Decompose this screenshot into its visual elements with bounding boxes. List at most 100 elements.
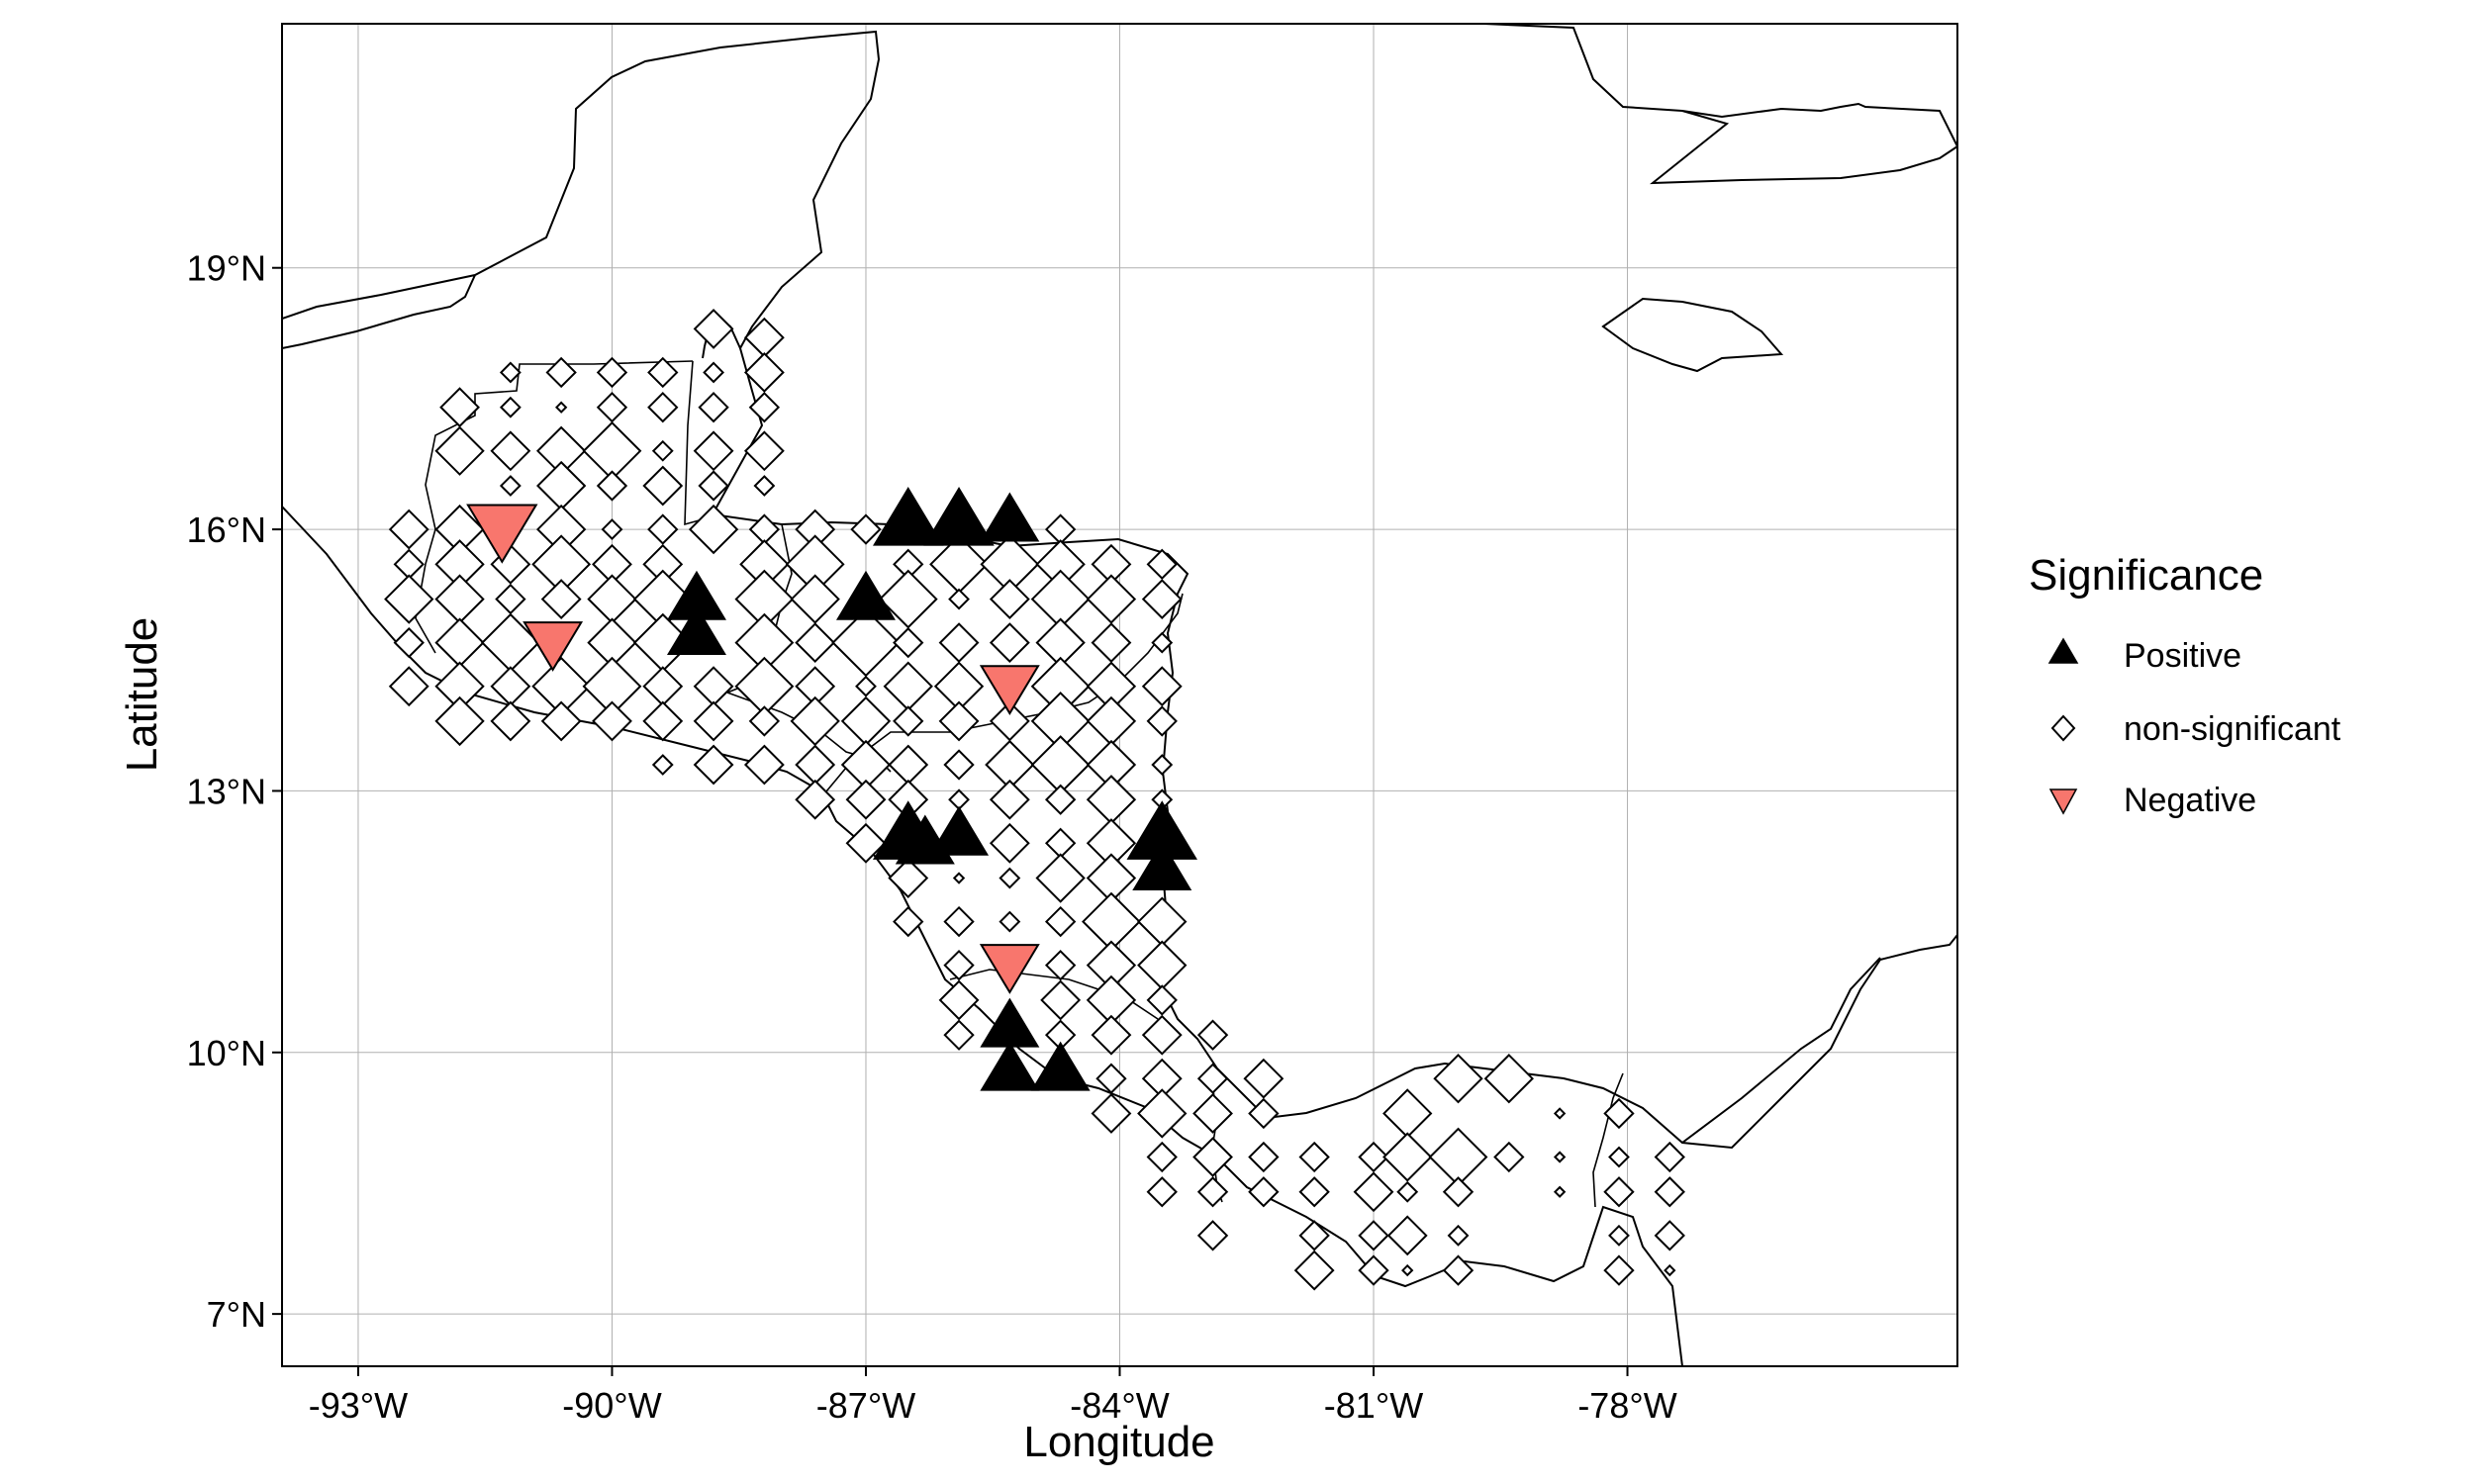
y-tick-label: 19°N <box>187 248 266 289</box>
marker-non-significant <box>1382 1132 1433 1182</box>
marker-non-significant <box>1196 1019 1229 1051</box>
marker-non-significant <box>893 905 924 938</box>
marker-non-significant <box>1353 1171 1394 1213</box>
marker-non-significant <box>952 872 966 884</box>
marker-non-significant <box>1442 1176 1475 1208</box>
marker-non-significant <box>743 352 785 393</box>
marker-non-significant <box>540 579 582 619</box>
marker-non-significant <box>1433 1054 1483 1104</box>
y-tick-label: 16°N <box>187 510 266 550</box>
marker-non-significant <box>1095 1063 1127 1094</box>
legend-label-ns: non-significant <box>2124 710 2341 748</box>
marker-non-significant <box>693 744 734 786</box>
legend-label-positive: Positive <box>2124 637 2241 675</box>
marker-non-significant <box>1603 1176 1635 1208</box>
marker-positive <box>1132 840 1192 890</box>
marker-non-significant <box>1396 1180 1419 1203</box>
marker-non-significant <box>1298 1176 1330 1208</box>
marker-non-significant <box>1603 1097 1635 1130</box>
marker-non-significant <box>989 622 1030 664</box>
marker-non-significant <box>1151 631 1174 654</box>
x-tick-label: -81°W <box>1324 1385 1423 1426</box>
marker-non-significant <box>384 574 434 624</box>
marker-positive <box>980 1041 1040 1091</box>
marker-non-significant <box>1664 1263 1676 1277</box>
marker-non-significant <box>490 430 531 472</box>
marker-non-significant <box>1358 1220 1389 1252</box>
marker-non-significant <box>490 700 531 742</box>
marker-non-significant <box>434 696 485 747</box>
marker-non-significant <box>1091 1014 1132 1056</box>
coastline-jamaica <box>1601 297 1784 373</box>
marker-non-significant <box>999 867 1021 889</box>
y-tick-label: 13°N <box>187 771 266 811</box>
marker-non-significant <box>698 392 729 423</box>
marker-non-significant <box>893 705 924 737</box>
marker-non-significant <box>1608 1224 1630 1247</box>
marker-non-significant <box>1146 548 1178 580</box>
marker-non-significant <box>1248 1097 1280 1130</box>
marker-non-significant <box>795 779 836 820</box>
marker-non-significant <box>693 308 734 349</box>
marker-positive <box>980 492 1040 542</box>
marker-non-significant <box>1035 853 1086 903</box>
coastline-colombia <box>1681 957 1881 1144</box>
y-axis-title: Latitude <box>118 617 166 773</box>
marker-non-significant <box>592 700 632 742</box>
marker-non-significant <box>545 356 577 389</box>
marker-non-significant <box>596 356 628 389</box>
marker-non-significant <box>1243 1058 1285 1099</box>
marker-non-significant <box>1248 1176 1280 1208</box>
marker-non-significant <box>1447 1224 1470 1247</box>
coastline-mexico <box>282 30 881 359</box>
marker-non-significant <box>1192 1093 1233 1134</box>
point-markers <box>384 308 1685 1291</box>
marker-non-significant <box>1248 1141 1280 1173</box>
marker-non-significant <box>850 513 882 545</box>
legend-key-positive <box>2047 637 2079 664</box>
marker-non-significant <box>888 858 929 898</box>
marker-non-significant <box>1386 1215 1428 1256</box>
marker-non-significant <box>698 470 729 502</box>
marker-non-significant <box>943 905 975 938</box>
marker-non-significant <box>989 779 1030 820</box>
border-panama-colombia <box>1592 1072 1624 1208</box>
marker-non-significant <box>388 666 429 707</box>
marker-non-significant <box>845 822 887 864</box>
legend-key-ns <box>2050 714 2076 742</box>
marker-non-significant <box>1401 1263 1414 1277</box>
marker-non-significant <box>642 700 684 742</box>
marker-non-significant <box>1196 1176 1229 1208</box>
marker-non-significant <box>1040 979 1082 1021</box>
axis-ticks: -93°W -90°W -87°W -84°W -81°W -78°W 7°N 10°N 13°… <box>187 248 1677 1426</box>
marker-non-significant <box>748 392 781 423</box>
marker-non-significant <box>703 361 724 384</box>
marker-non-significant <box>555 401 568 414</box>
marker-non-significant <box>943 1019 975 1051</box>
marker-non-significant <box>893 626 924 659</box>
marker-negative <box>466 504 538 564</box>
graticule <box>282 24 1957 1366</box>
marker-positive <box>1030 1041 1091 1091</box>
legend-key-negative <box>2048 788 2078 815</box>
marker-non-significant <box>943 949 975 981</box>
marker-positive <box>872 487 944 546</box>
marker-non-significant <box>647 392 679 423</box>
x-tick-label: -93°W <box>309 1385 408 1426</box>
marker-non-significant <box>1298 1141 1330 1173</box>
marker-non-significant <box>499 475 522 497</box>
marker-non-significant <box>855 675 877 697</box>
marker-non-significant <box>795 622 836 664</box>
marker-negative <box>979 665 1040 715</box>
marker-non-significant <box>1044 949 1077 981</box>
marker-non-significant <box>434 425 485 476</box>
marker-non-significant <box>748 705 781 737</box>
marker-non-significant <box>688 504 739 555</box>
marker-non-significant <box>1141 579 1183 619</box>
marker-non-significant <box>393 626 425 659</box>
marker-non-significant <box>999 910 1021 933</box>
marker-non-significant <box>693 700 734 742</box>
marker-non-significant <box>499 361 522 384</box>
marker-positive <box>835 570 896 620</box>
